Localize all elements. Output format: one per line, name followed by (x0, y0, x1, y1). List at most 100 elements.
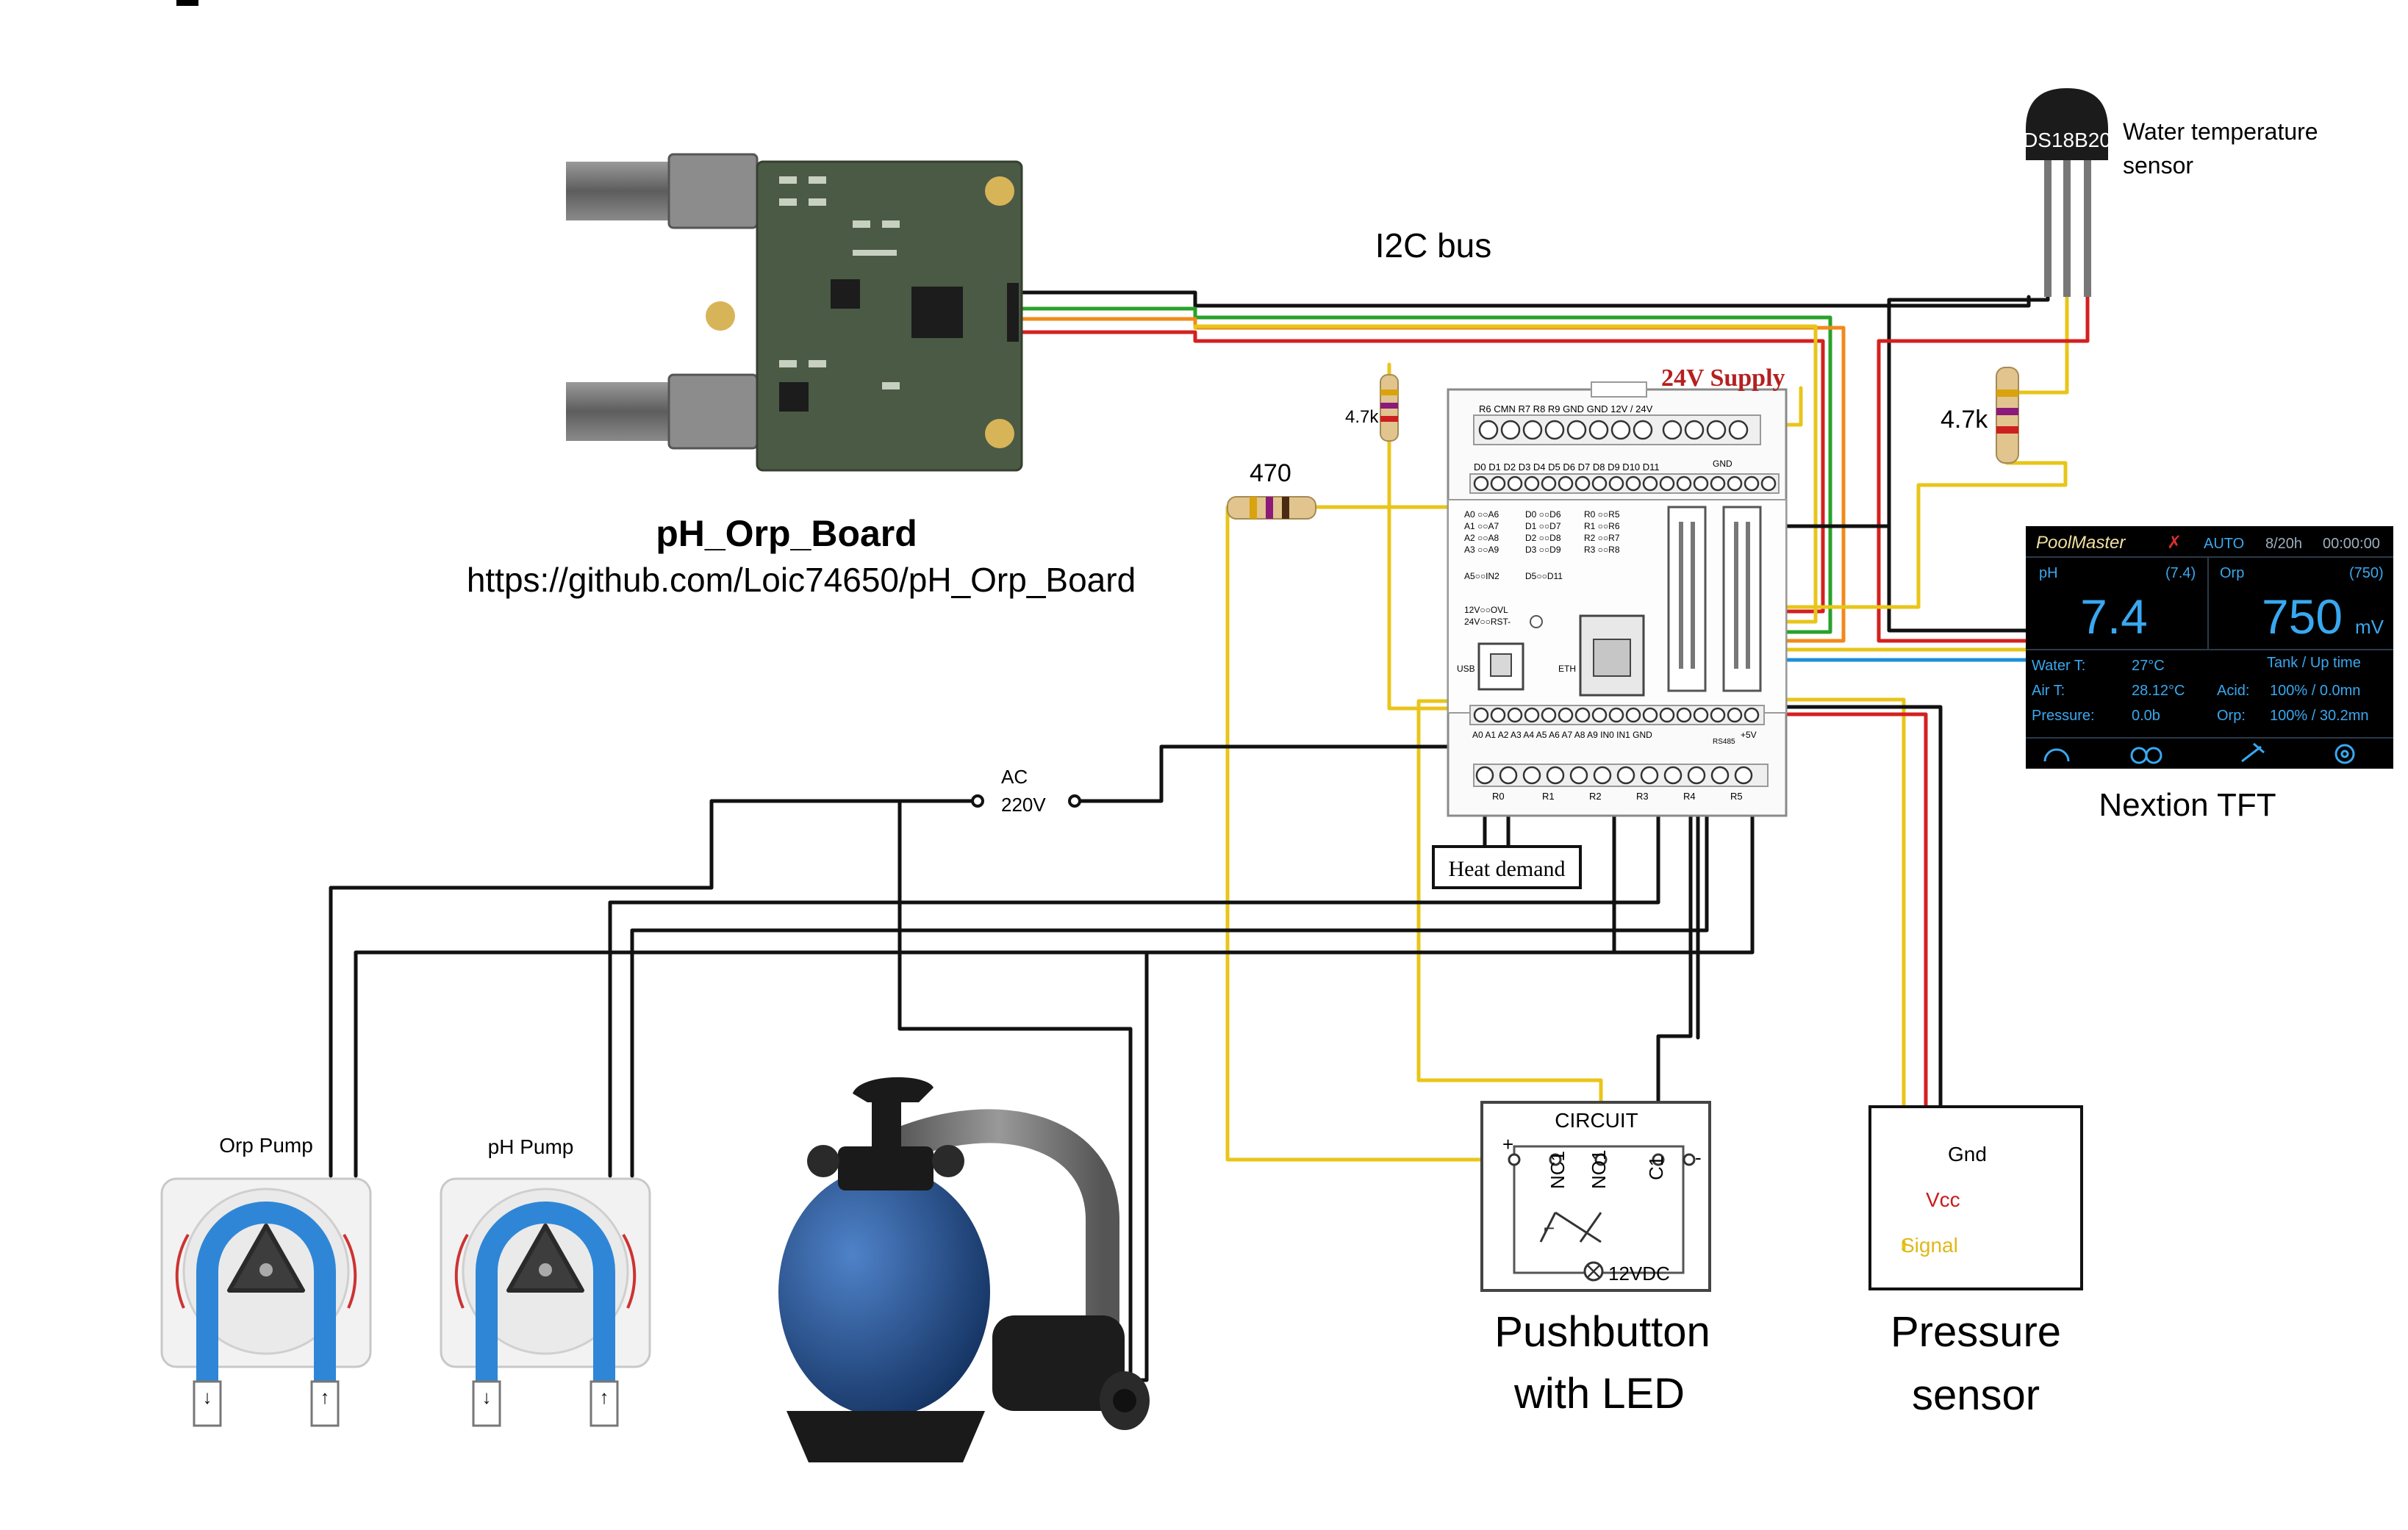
tft-air-value: 28.12°C (2132, 683, 2185, 699)
pushbutton-with-led[interactable]: ⌐ (1480, 1101, 1711, 1292)
controller: 24V Supply R6 CMN R7 R8 R9 GND GND 12V /… (1447, 364, 1788, 817)
i2c-header (1007, 283, 1019, 342)
tft-water-value: 27°C (2132, 658, 2165, 674)
bnc-connector-orp (566, 382, 676, 441)
svg-text:R2 ○○R7: R2 ○○R7 (1584, 533, 1620, 543)
pressure-vcc-wire (1755, 712, 1928, 1193)
pushbutton-nc1-label: NC1 (1547, 1151, 1569, 1189)
relay-label-r3: R3 (1636, 791, 1649, 802)
cropped-title-fragment (176, 0, 198, 6)
ph-orp-board-url[interactable]: https://github.com/Loic74650/pH_Orp_Boar… (467, 561, 1136, 599)
tft-brand: PoolMaster (2036, 533, 2126, 553)
nextion-tft: PoolMaster ✗ AUTO 8/20h 00:00:00 pH (7.4… (2026, 526, 2393, 769)
analog-terminal-block (1469, 705, 1765, 725)
tft-tools-icon[interactable] (2241, 742, 2265, 763)
resistor-board-pullup (1380, 374, 1399, 442)
pushbutton-caption-2: with LED (1513, 1370, 1685, 1418)
bnc-connector-ph (566, 162, 676, 220)
pump-motor (992, 1315, 1125, 1411)
pressure-vcc-label: Vcc (1926, 1188, 1960, 1211)
orp-pump-return (354, 772, 1755, 1178)
pushbutton-caption-1: Pushbutton (1494, 1308, 1710, 1356)
svg-text:D3 ○○D9: D3 ○○D9 (1525, 545, 1561, 555)
orp-pump-inlet-icon: ↑ (320, 1386, 330, 1408)
tft-acid-value: 100% / 0.0mn (2270, 683, 2360, 699)
svg-text:A5○○IN2: A5○○IN2 (1464, 571, 1499, 581)
tft-pressure-label: Pressure: (2032, 708, 2095, 724)
tft-orp-setpoint: (750) (2349, 565, 2384, 581)
heat-demand-label: Heat demand (1448, 857, 1565, 881)
relay-terminal-block (1473, 764, 1769, 787)
tft-mute-icon[interactable]: ✗ (2167, 533, 2182, 553)
ac-voltage-label: 220V (1001, 794, 1046, 816)
ph-orp-board-title: pH_Orp_Board (656, 513, 917, 554)
ds18b20-sensor: DS18B20 (2023, 88, 2111, 297)
tft-pressure-value: 0.0b (2132, 708, 2160, 724)
idc-header-left (1667, 506, 1707, 692)
tft-orp2-label: Orp: (2217, 708, 2246, 724)
svg-text:D1 ○○D7: D1 ○○D7 (1525, 521, 1561, 531)
ds18b20-vcc-wire (1877, 295, 2090, 643)
resistor-board-pullup-label: 4.7k (1345, 407, 1379, 427)
orp-pump: ↓ ↑ (160, 1177, 372, 1427)
heat-demand-box (1432, 845, 1582, 889)
svg-text:R1 ○○R6: R1 ○○R6 (1584, 521, 1620, 531)
pcb (756, 160, 1023, 472)
pressure-caption-2: sensor (1912, 1371, 2040, 1419)
resistor-temp-pullup (1996, 367, 2019, 464)
ac-label: AC (1001, 766, 1028, 788)
ph-pump-label: pH Pump (488, 1135, 574, 1158)
ac-terminal-right (1068, 794, 1081, 808)
relay-label-r0: R0 (1492, 791, 1505, 802)
pushbutton-plus-label: + (1502, 1133, 1513, 1155)
tft-settings-icon[interactable] (2334, 744, 2355, 764)
tft-date: 8/20h (2265, 536, 2302, 552)
pressure-signal-label: Signal (1901, 1234, 1958, 1257)
valve-handle[interactable] (853, 1077, 934, 1102)
svg-text:D5○○D11: D5○○D11 (1525, 571, 1563, 581)
led-plus-wire (1225, 505, 1516, 1162)
tft-acid-label: Acid: (2217, 683, 2249, 699)
top-terminal-block (1473, 414, 1761, 445)
svg-text:A1 ○○A7: A1 ○○A7 (1464, 521, 1499, 531)
ph-orp-board (566, 153, 1023, 472)
digital-row-labels: D0 D1 D2 D3 D4 D5 D6 D7 D8 D9 D10 D11 (1474, 461, 1660, 473)
relay-label-r1: R1 (1542, 791, 1555, 802)
relay-label-r2: R2 (1589, 791, 1602, 802)
temp-pullup-top (2004, 343, 2069, 395)
board-pullup-wire (1387, 439, 1458, 711)
tft-link-icon[interactable] (2130, 747, 2162, 764)
pressure-gnd-label: Gnd (1948, 1143, 1987, 1166)
eth-label: ETH (1558, 664, 1576, 674)
temp-sensor-label-1: Water temperature (2123, 118, 2318, 145)
svg-text:D2 ○○D8: D2 ○○D8 (1525, 533, 1561, 543)
i2c-bus-label: I2C bus (1375, 226, 1492, 265)
tft-ph-label: pH (2039, 565, 2058, 581)
tft-gauge-icon[interactable] (2043, 748, 2070, 762)
top-terminal-labels: R6 CMN R7 R8 R9 GND GND 12V / 24V (1479, 403, 1653, 414)
ph-pump: ↓ ↑ (440, 1177, 651, 1427)
svg-text:24V○○RST-: 24V○○RST- (1464, 617, 1511, 627)
resistor-led-label: 470 (1250, 459, 1291, 487)
pressure-caption-1: Pressure (1891, 1308, 2061, 1356)
ph-pump-wire (630, 772, 1709, 1178)
idc-header-right (1722, 506, 1762, 692)
plus5v-label: +5V (1741, 730, 1757, 740)
reset-button[interactable] (1530, 615, 1543, 628)
i2c-wire-red (1009, 330, 1825, 614)
tft-orp-value: 750 (2262, 589, 2343, 644)
rs485-label: RS485 (1713, 738, 1735, 746)
digital-gnd-label: GND (1713, 459, 1732, 469)
ph-pump-outlet-icon: ↓ (482, 1386, 492, 1408)
io-map-relay: R0 ○○R5 (1584, 509, 1620, 520)
temp-sensor-label-2: sensor (2123, 152, 2193, 179)
orp-pump-outlet-icon: ↓ (203, 1386, 212, 1408)
digital-terminal-block (1469, 473, 1780, 494)
mounting-hole (985, 176, 1014, 206)
tft-time: 00:00:00 (2323, 536, 2380, 552)
relay-label-r5: R5 (1730, 791, 1743, 802)
pushbutton-switch-icon: ⌐ (1544, 1217, 1555, 1239)
tft-orp2-value: 100% / 30.2mn (2270, 708, 2369, 724)
svg-text:R3 ○○R8: R3 ○○R8 (1584, 545, 1620, 555)
